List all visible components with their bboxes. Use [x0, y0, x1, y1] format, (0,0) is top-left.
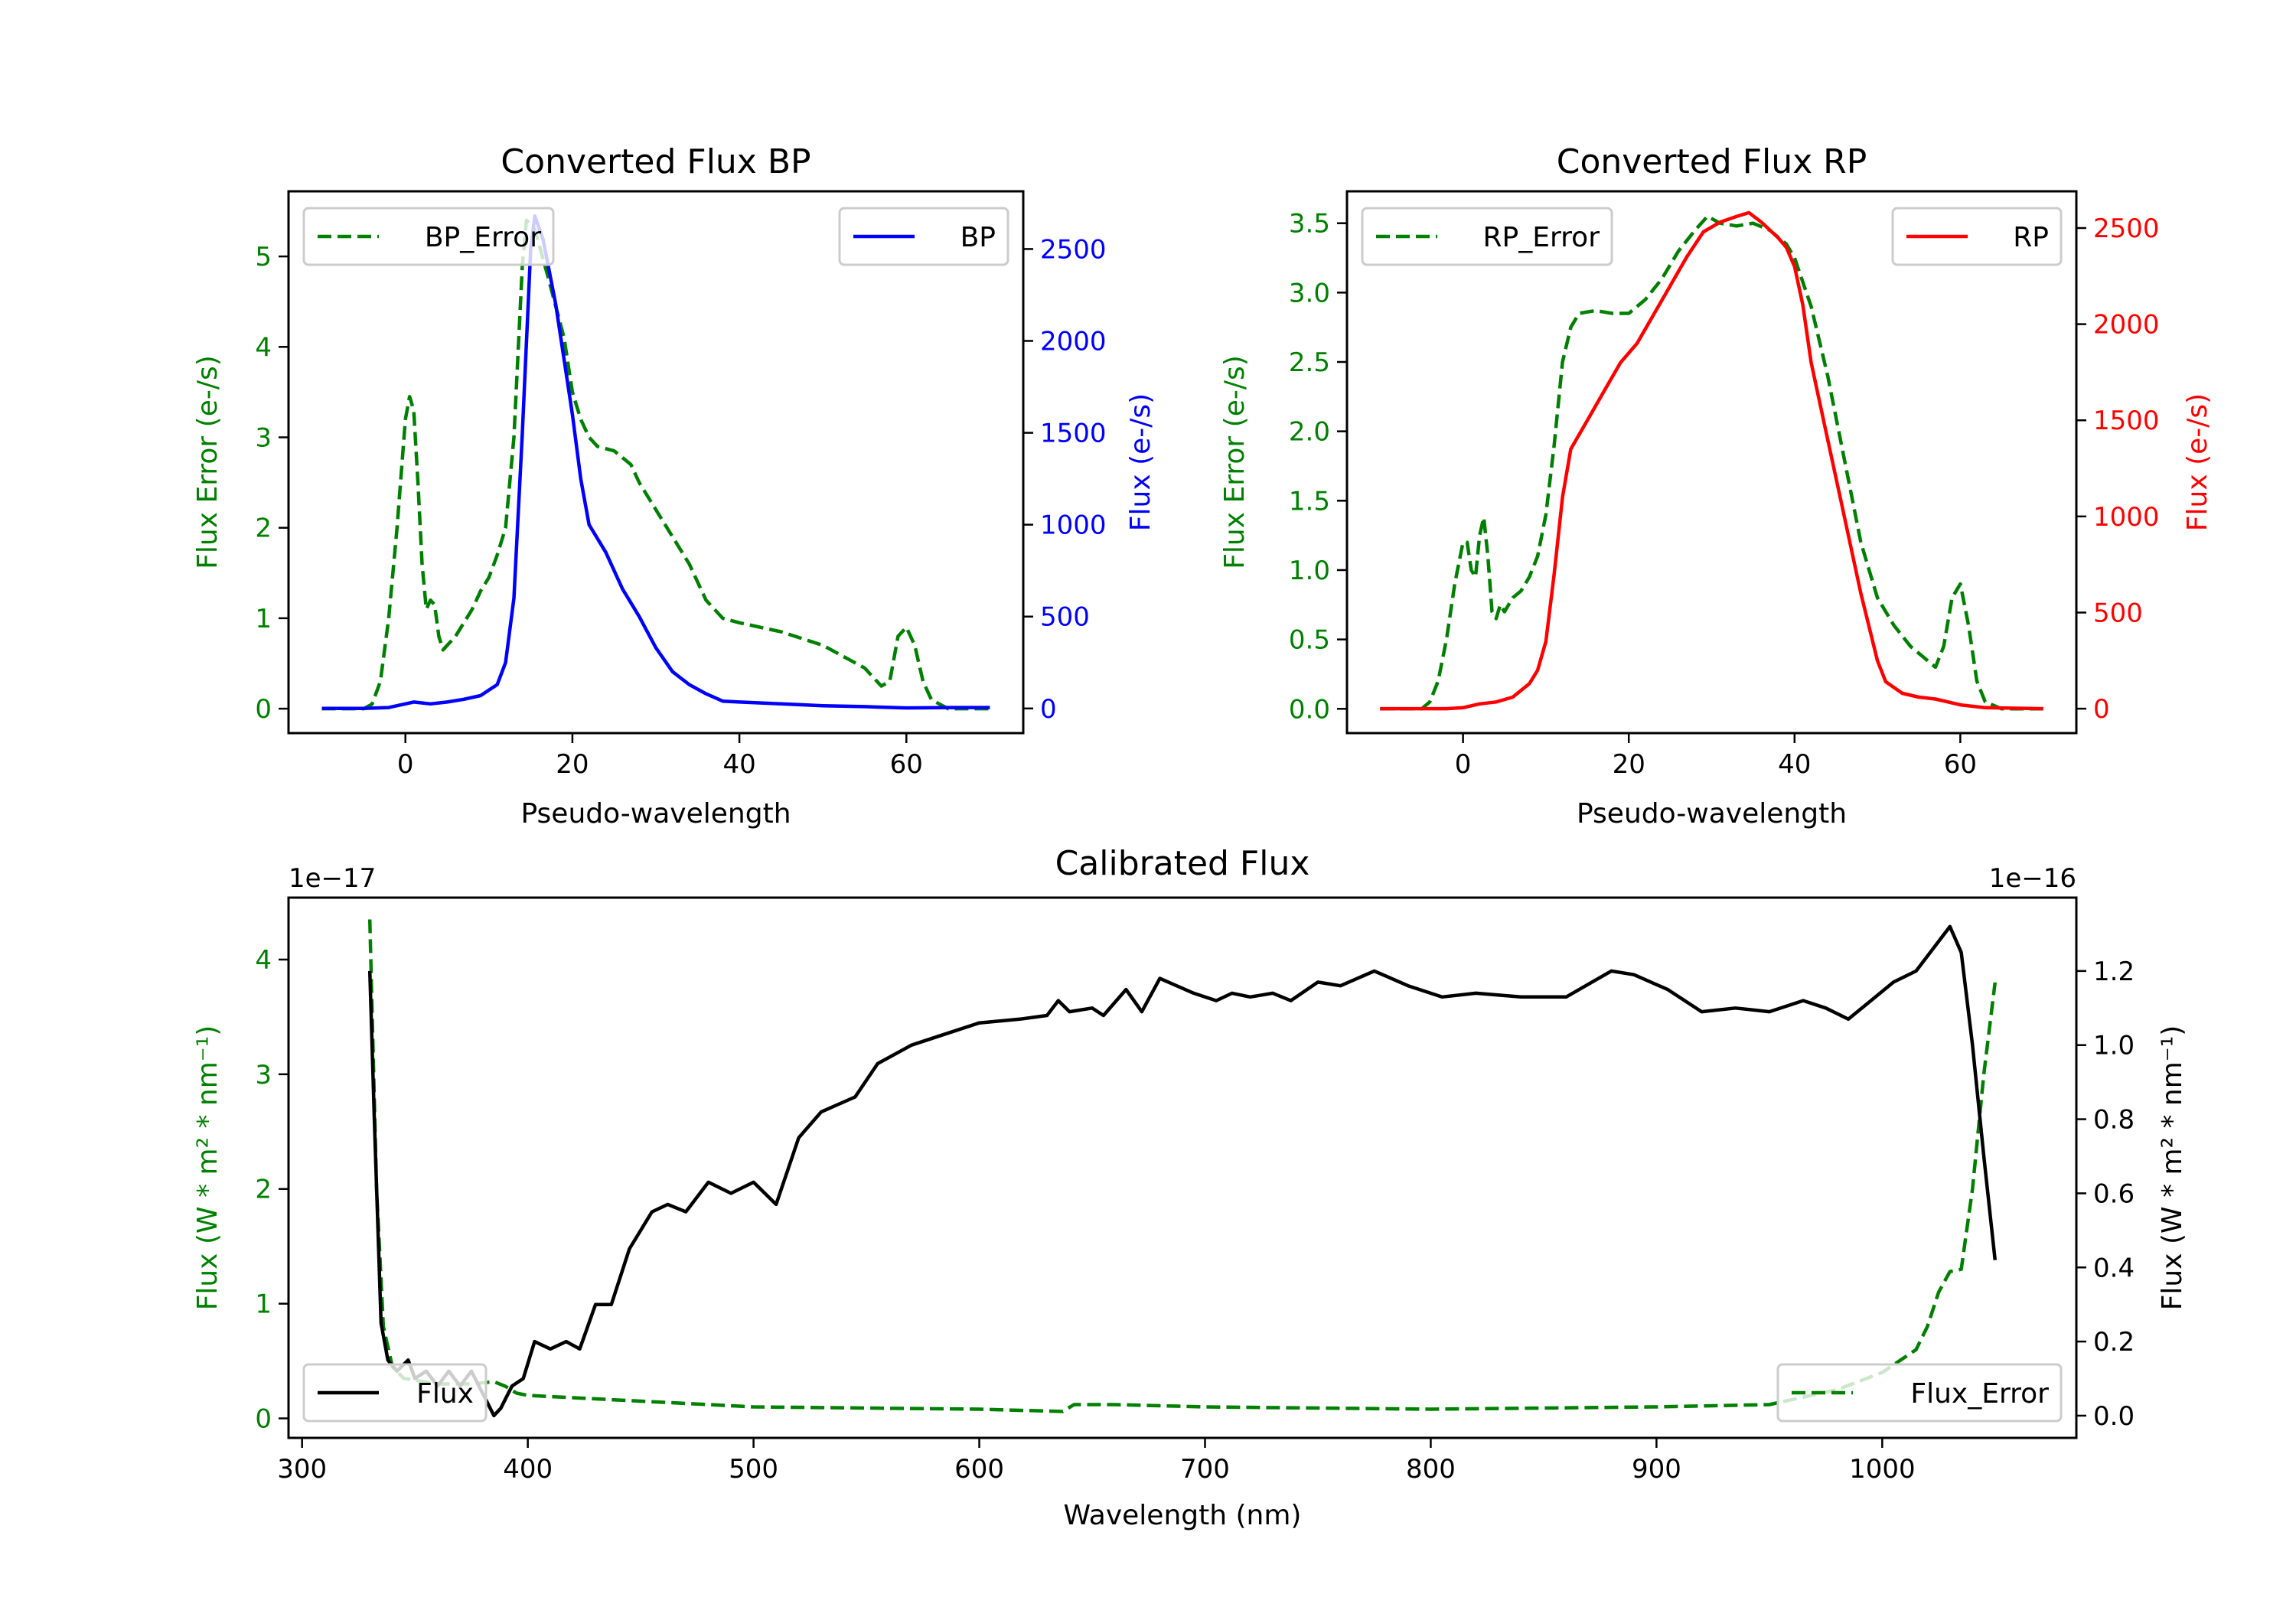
y-left-tick-label: 3.0	[1289, 278, 1330, 308]
x-tick-label: 400	[503, 1454, 553, 1485]
y-right-tick-label: 1000	[2093, 502, 2160, 533]
legend-box	[838, 207, 1009, 266]
x-tick-label: 60	[890, 749, 923, 780]
y-right-tick-label: 500	[2093, 598, 2143, 628]
y-right-tick-label: 0.6	[2093, 1178, 2135, 1209]
y-left-tick-label: 1.5	[1289, 486, 1330, 517]
y-right-axis-label: Flux (e-/s)	[1125, 393, 1156, 531]
y-right-offset-label: 1e−16	[1989, 863, 2076, 894]
y-right-tick-label: 0.4	[2093, 1253, 2135, 1283]
series-line-flux	[367, 924, 1998, 1418]
chart-title: Calibrated Flux	[1055, 844, 1310, 883]
legend-label: RP	[2013, 222, 2049, 253]
y-left-tick-label: 0	[255, 694, 272, 725]
chart-title: Converted Flux BP	[501, 142, 810, 181]
legend-box	[1361, 207, 1613, 266]
x-axis-label: Wavelength (nm)	[1064, 1500, 1302, 1531]
chart-title: Converted Flux RP	[1557, 142, 1867, 181]
x-tick-label: 600	[954, 1454, 1004, 1485]
series-line-bp	[321, 214, 990, 711]
x-axis-label: Pseudo-wavelength	[1577, 798, 1847, 830]
legend-rp: RP	[1891, 207, 2063, 266]
series-line-rp-error	[1380, 214, 2043, 711]
y-left-axis-label: Flux Error (e-/s)	[1219, 355, 1251, 569]
x-tick-label: 800	[1406, 1454, 1456, 1485]
y-left-tick-label: 4	[255, 945, 272, 976]
legend-box	[302, 1363, 488, 1423]
x-axis-label: Pseudo-wavelength	[520, 798, 791, 830]
x-tick-label: 60	[1944, 749, 1977, 780]
legend-label: Flux	[416, 1378, 474, 1410]
y-left-offset-label: 1e−17	[289, 863, 376, 894]
x-tick-label: 500	[729, 1454, 778, 1485]
x-tick-label: 700	[1180, 1454, 1230, 1485]
y-right-tick-label: 2500	[1040, 234, 1107, 265]
x-tick-label: 0	[397, 749, 414, 780]
y-left-tick-label: 3	[255, 422, 272, 453]
chart-1: RP_Error RP 0 20 40 60 0.0 0.5 1.0 1.5 2.0 2.5 3.0 3.…	[1219, 142, 2213, 830]
y-left-tick-label: 2	[255, 513, 272, 544]
y-left-tick-label: 2.5	[1289, 347, 1330, 378]
legend-flux: Flux	[302, 1363, 488, 1423]
x-tick-label: 0	[1455, 749, 1472, 780]
axes-frame	[287, 896, 2078, 1439]
y-right-axis-label: Flux (e-/s)	[2182, 393, 2213, 531]
chart-0: BP_Error BP 0 20 40 60 0 1 2 3 4 5 0 500 1000 1500 2000 2…	[192, 142, 1156, 830]
axes-frame	[287, 190, 1025, 735]
y-right-tick-label: 0	[2093, 694, 2110, 725]
y-right-tick-label: 1.2	[2093, 957, 2135, 987]
y-left-tick-label: 4	[255, 332, 272, 363]
y-left-tick-label: 1	[255, 1289, 272, 1320]
x-tick-label: 1000	[1849, 1454, 1916, 1485]
y-left-tick-label: 1	[255, 604, 272, 634]
x-tick-label: 900	[1632, 1454, 1681, 1485]
y-right-tick-label: 0	[1040, 694, 1057, 725]
x-tick-label: 40	[1778, 749, 1811, 780]
legend-label: BP_Error	[425, 222, 541, 253]
y-right-tick-label: 500	[1040, 602, 1090, 633]
y-left-axis-label: Flux Error (e-/s)	[192, 355, 223, 569]
x-tick-label: 20	[1613, 749, 1645, 780]
y-left-tick-label: 0	[255, 1404, 272, 1435]
x-tick-label: 300	[277, 1454, 327, 1485]
legend-flux-error: Flux_Error	[1776, 1363, 2063, 1423]
y-left-tick-label: 0.5	[1289, 625, 1330, 656]
y-right-tick-label: 0.0	[2093, 1401, 2135, 1432]
y-left-tick-label: 3	[255, 1060, 272, 1090]
legend-box	[1891, 207, 2063, 266]
y-right-tick-label: 1000	[1040, 510, 1107, 541]
legend-box	[1776, 1363, 2063, 1423]
y-right-tick-label: 2500	[2093, 214, 2160, 244]
y-right-tick-label: 1500	[2093, 406, 2160, 436]
y-left-tick-label: 0.0	[1289, 694, 1330, 725]
y-right-tick-label: 1500	[1040, 419, 1107, 449]
y-left-tick-label: 2	[255, 1175, 272, 1205]
x-tick-label: 20	[556, 749, 589, 780]
y-left-tick-label: 5	[255, 242, 272, 272]
legend-rp-error: RP_Error	[1361, 207, 1613, 266]
axes-frame	[1345, 190, 2078, 735]
y-right-tick-label: 2000	[1040, 326, 1107, 357]
legend-bp-error: BP_Error	[302, 207, 555, 266]
y-right-tick-label: 0.2	[2093, 1327, 2135, 1358]
y-left-tick-label: 1.0	[1289, 556, 1330, 586]
y-left-axis-label: Flux (W * m² * nm⁻¹)	[192, 1025, 223, 1311]
x-tick-label: 40	[722, 749, 755, 780]
y-right-tick-label: 2000	[2093, 310, 2160, 341]
chart-2: Flux_Error Flux 300 400 500 600 700 800 900 1000 0…	[192, 844, 2188, 1531]
legend-label: BP	[960, 222, 996, 253]
legend-label: RP_Error	[1483, 222, 1600, 253]
y-right-axis-label: Flux (W * m² * nm⁻¹)	[2157, 1025, 2188, 1311]
legend-box	[302, 207, 555, 266]
legend-bp: BP	[838, 207, 1009, 266]
y-right-tick-label: 0.8	[2093, 1105, 2135, 1136]
y-left-tick-label: 2.0	[1289, 417, 1330, 448]
y-left-tick-label: 3.5	[1289, 209, 1330, 240]
series-line-rp	[1380, 210, 2043, 711]
y-right-tick-label: 1.0	[2093, 1031, 2135, 1061]
legend-label: Flux_Error	[1910, 1378, 2049, 1410]
